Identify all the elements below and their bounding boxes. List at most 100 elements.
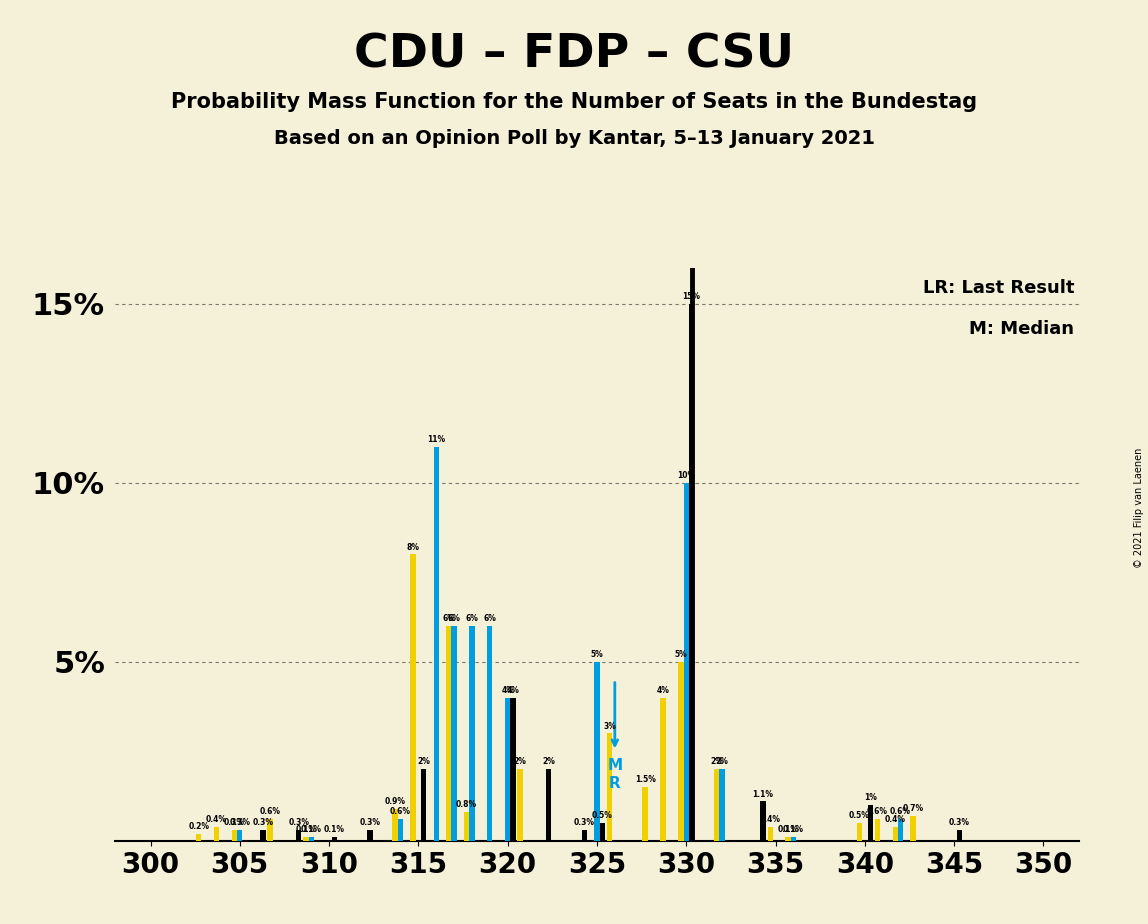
Bar bbox=[398, 820, 403, 841]
Bar bbox=[898, 820, 903, 841]
Bar bbox=[856, 823, 862, 841]
Text: 2%: 2% bbox=[418, 758, 430, 766]
Bar bbox=[643, 787, 647, 841]
Text: 4%: 4% bbox=[502, 686, 514, 695]
Bar bbox=[487, 626, 492, 841]
Text: 11%: 11% bbox=[427, 435, 445, 444]
Text: 0.4%: 0.4% bbox=[207, 815, 227, 823]
Bar bbox=[309, 837, 313, 841]
Text: 0.6%: 0.6% bbox=[890, 808, 912, 817]
Bar bbox=[910, 816, 916, 841]
Text: 0.3%: 0.3% bbox=[359, 819, 381, 827]
Text: © 2021 Filip van Laenen: © 2021 Filip van Laenen bbox=[1134, 448, 1143, 568]
Bar bbox=[303, 837, 309, 841]
Text: 0.5%: 0.5% bbox=[850, 811, 870, 821]
Text: 5%: 5% bbox=[590, 650, 604, 659]
Text: 0.6%: 0.6% bbox=[259, 808, 280, 817]
Bar bbox=[393, 808, 398, 841]
Text: 8%: 8% bbox=[406, 542, 419, 552]
Text: Based on an Opinion Poll by Kantar, 5–13 January 2021: Based on an Opinion Poll by Kantar, 5–13… bbox=[273, 129, 875, 149]
Bar bbox=[607, 734, 612, 841]
Text: 0.1%: 0.1% bbox=[783, 825, 804, 834]
Text: 6%: 6% bbox=[483, 614, 496, 623]
Text: 0.8%: 0.8% bbox=[456, 800, 478, 809]
Bar bbox=[261, 830, 265, 841]
Text: 15%: 15% bbox=[683, 292, 700, 301]
Bar bbox=[434, 447, 439, 841]
Text: 0.6%: 0.6% bbox=[867, 808, 887, 817]
Bar bbox=[660, 698, 666, 841]
Text: 0.4%: 0.4% bbox=[760, 815, 781, 823]
Text: 6%: 6% bbox=[442, 614, 455, 623]
Bar bbox=[511, 698, 515, 841]
Text: 2%: 2% bbox=[542, 758, 556, 766]
Bar bbox=[714, 769, 720, 841]
Bar bbox=[760, 801, 766, 841]
Bar bbox=[546, 769, 551, 841]
Text: 0.2%: 0.2% bbox=[188, 821, 209, 831]
Bar bbox=[720, 769, 724, 841]
Text: M
R: M R bbox=[607, 759, 622, 791]
Text: CDU – FDP – CSU: CDU – FDP – CSU bbox=[354, 32, 794, 78]
Text: Probability Mass Function for the Number of Seats in the Bundestag: Probability Mass Function for the Number… bbox=[171, 92, 977, 113]
Text: 0.7%: 0.7% bbox=[902, 804, 924, 813]
Bar bbox=[956, 830, 962, 841]
Bar bbox=[868, 805, 872, 841]
Text: 0.5%: 0.5% bbox=[592, 811, 613, 821]
Text: 0.3%: 0.3% bbox=[224, 819, 245, 827]
Text: 6%: 6% bbox=[448, 614, 460, 623]
Bar bbox=[678, 662, 683, 841]
Bar bbox=[367, 830, 373, 841]
Bar bbox=[582, 830, 587, 841]
Bar bbox=[785, 837, 791, 841]
Text: 0.1%: 0.1% bbox=[301, 825, 321, 834]
Text: 1.5%: 1.5% bbox=[635, 775, 656, 784]
Bar bbox=[421, 769, 426, 841]
Bar bbox=[410, 554, 416, 841]
Bar bbox=[470, 626, 474, 841]
Text: 0.4%: 0.4% bbox=[885, 815, 906, 823]
Text: 0.3%: 0.3% bbox=[230, 819, 250, 827]
Bar bbox=[892, 826, 898, 841]
Text: 0.6%: 0.6% bbox=[390, 808, 411, 817]
Text: 2%: 2% bbox=[711, 758, 723, 766]
Bar bbox=[267, 820, 273, 841]
Bar bbox=[768, 826, 773, 841]
Text: 4%: 4% bbox=[657, 686, 669, 695]
Text: 0.1%: 0.1% bbox=[324, 825, 344, 834]
Bar bbox=[238, 830, 242, 841]
Text: LR: Last Result: LR: Last Result bbox=[923, 279, 1075, 298]
Bar bbox=[451, 626, 457, 841]
Text: 1%: 1% bbox=[863, 793, 877, 802]
Text: 0.1%: 0.1% bbox=[295, 825, 317, 834]
Bar bbox=[296, 830, 302, 841]
Text: 3%: 3% bbox=[603, 722, 615, 731]
Bar bbox=[505, 698, 511, 841]
Bar bbox=[232, 830, 238, 841]
Text: 4%: 4% bbox=[506, 686, 519, 695]
Bar bbox=[683, 482, 689, 841]
Bar bbox=[595, 662, 599, 841]
Text: M: Median: M: Median bbox=[969, 320, 1075, 337]
Text: 0.9%: 0.9% bbox=[385, 796, 405, 806]
Text: 0.1%: 0.1% bbox=[777, 825, 799, 834]
Text: 2%: 2% bbox=[715, 758, 728, 766]
Text: 5%: 5% bbox=[675, 650, 688, 659]
Text: 0.3%: 0.3% bbox=[574, 819, 595, 827]
Bar bbox=[196, 833, 201, 841]
Bar bbox=[875, 820, 881, 841]
Bar bbox=[599, 823, 605, 841]
Bar bbox=[447, 626, 451, 841]
Bar bbox=[464, 812, 470, 841]
Text: 1.1%: 1.1% bbox=[753, 790, 774, 798]
Text: 2%: 2% bbox=[514, 758, 527, 766]
Text: 0.3%: 0.3% bbox=[288, 819, 309, 827]
Text: 0.3%: 0.3% bbox=[949, 819, 970, 827]
Text: 6%: 6% bbox=[466, 614, 479, 623]
Bar bbox=[791, 837, 796, 841]
Text: 0.3%: 0.3% bbox=[253, 819, 273, 827]
Bar bbox=[332, 837, 338, 841]
Text: 10%: 10% bbox=[677, 471, 696, 480]
Bar bbox=[518, 769, 522, 841]
Bar bbox=[214, 826, 219, 841]
